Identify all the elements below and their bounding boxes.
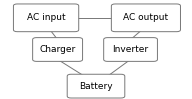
FancyBboxPatch shape bbox=[13, 4, 79, 32]
Text: AC output: AC output bbox=[123, 13, 169, 22]
FancyBboxPatch shape bbox=[111, 4, 180, 32]
FancyBboxPatch shape bbox=[67, 74, 125, 98]
Text: Inverter: Inverter bbox=[113, 45, 149, 54]
Text: Charger: Charger bbox=[40, 45, 76, 54]
Text: Battery: Battery bbox=[79, 82, 113, 91]
Text: AC input: AC input bbox=[27, 13, 65, 22]
FancyBboxPatch shape bbox=[104, 38, 157, 61]
FancyBboxPatch shape bbox=[33, 38, 83, 61]
